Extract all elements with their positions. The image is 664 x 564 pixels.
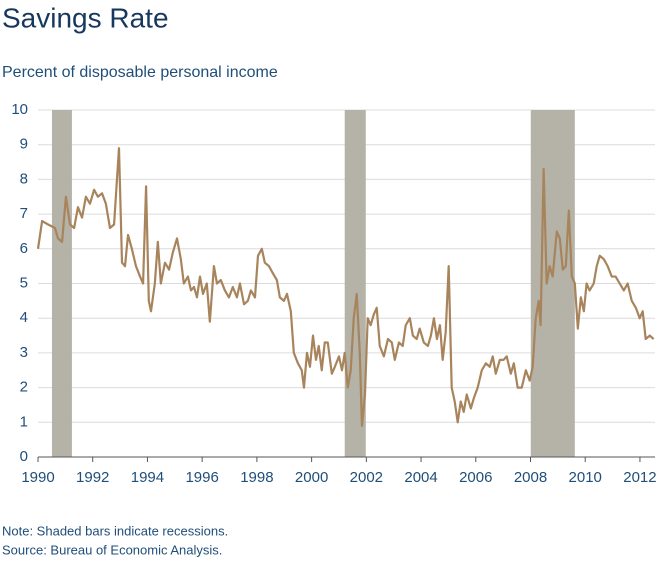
x-tick-label: 2000 xyxy=(295,469,328,486)
recession-band xyxy=(344,110,366,457)
recession-band xyxy=(530,110,575,457)
x-tick-label: 1992 xyxy=(76,469,109,486)
x-tick-label: 2006 xyxy=(459,469,492,486)
x-tick-label: 1998 xyxy=(240,469,273,486)
x-tick-label: 2010 xyxy=(569,469,602,486)
y-tick-label: 0 xyxy=(20,448,28,465)
x-tick-label: 1994 xyxy=(131,469,164,486)
y-tick-label: 7 xyxy=(20,205,28,222)
y-tick-label: 4 xyxy=(20,309,28,326)
x-tick-label: 1996 xyxy=(185,469,218,486)
x-tick-label: 1990 xyxy=(21,469,54,486)
y-tick-label: 8 xyxy=(20,170,28,187)
y-tick-label: 1 xyxy=(20,413,28,430)
y-tick-label: 5 xyxy=(20,274,28,291)
data-line xyxy=(36,147,655,427)
chart-title: Savings Rate xyxy=(2,2,169,33)
x-tick-label: 2002 xyxy=(350,469,383,486)
recession-band xyxy=(51,110,72,457)
y-tick-label: 10 xyxy=(11,101,28,118)
y-tick-label: 9 xyxy=(20,136,28,153)
y-tick-label: 2 xyxy=(20,379,28,396)
y-tick-label: 6 xyxy=(20,240,28,257)
x-tick-label: 2004 xyxy=(404,469,437,486)
chart-subtitle: Percent of disposable personal income xyxy=(2,64,278,81)
note: Note: Shaded bars indicate recessions. xyxy=(2,523,228,538)
x-tick-label: 2008 xyxy=(514,469,547,486)
source: Source: Bureau of Economic Analysis. xyxy=(2,542,222,557)
y-tick-label: 3 xyxy=(20,344,28,361)
x-tick-label: 2012 xyxy=(623,469,656,486)
